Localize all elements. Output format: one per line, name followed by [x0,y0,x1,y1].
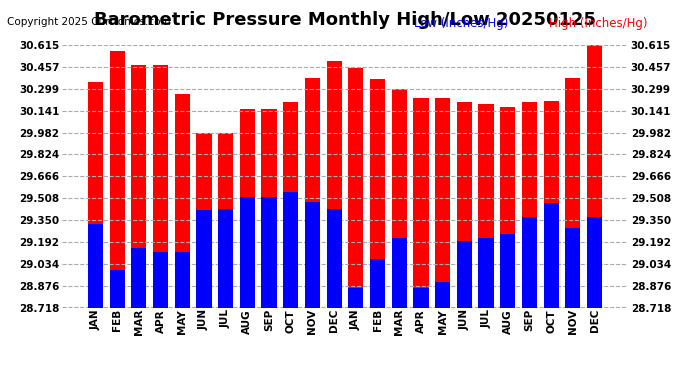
Bar [522,217,537,308]
Bar [218,209,233,308]
Bar [522,102,537,308]
Bar [110,51,125,308]
Bar [500,234,515,308]
Bar [370,259,385,308]
Bar [197,133,212,308]
Bar [197,210,212,308]
Bar [239,110,255,308]
Bar [326,61,342,308]
Bar [88,82,103,308]
Text: Low (Inches/Hg): Low (Inches/Hg) [414,17,509,30]
Bar [457,102,472,308]
Text: Barometric Pressure Monthly High/Low 20250125: Barometric Pressure Monthly High/Low 202… [94,11,596,29]
Bar [175,252,190,308]
Text: High (Inches/Hg): High (Inches/Hg) [549,17,647,30]
Bar [435,282,451,308]
Bar [370,79,385,308]
Bar [544,101,559,308]
Bar [544,204,559,308]
Bar [305,78,320,308]
Bar [587,44,602,308]
Bar [457,241,472,308]
Bar [218,133,233,308]
Bar [500,106,515,308]
Bar [348,68,364,308]
Text: Copyright 2025 Curtronics.com: Copyright 2025 Curtronics.com [7,17,170,27]
Bar [88,224,103,308]
Bar [478,104,493,308]
Bar [413,98,428,308]
Bar [392,88,407,308]
Bar [435,98,451,308]
Bar [587,217,602,308]
Bar [262,110,277,308]
Bar [175,94,190,308]
Bar [478,238,493,308]
Bar [348,288,364,308]
Bar [153,65,168,308]
Bar [110,270,125,308]
Bar [283,192,298,308]
Bar [131,248,146,308]
Bar [565,78,580,308]
Bar [413,288,428,308]
Bar [239,196,255,308]
Bar [305,202,320,308]
Bar [326,209,342,308]
Bar [262,196,277,308]
Bar [131,65,146,308]
Bar [153,252,168,308]
Bar [283,102,298,308]
Bar [565,228,580,308]
Bar [392,238,407,308]
